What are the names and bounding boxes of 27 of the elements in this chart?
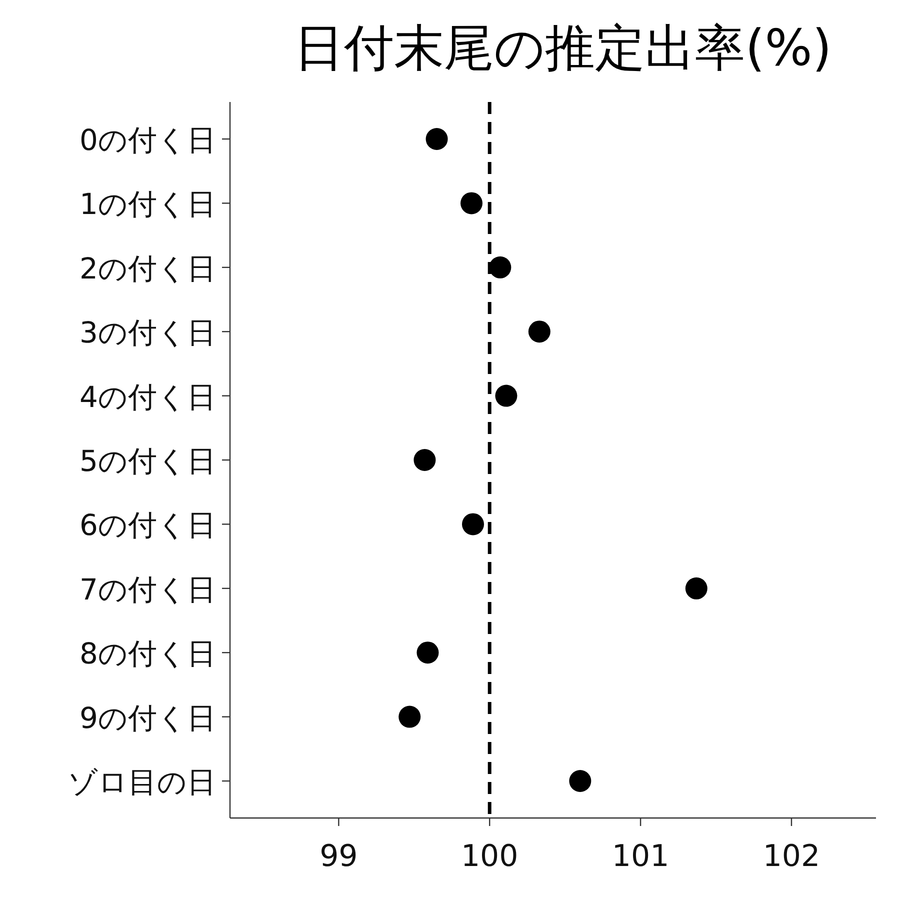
y-tick-label: 3の付く日 — [80, 316, 216, 350]
point — [426, 128, 448, 150]
y-tick-label: 8の付く日 — [80, 636, 216, 671]
point — [416, 642, 439, 664]
point — [685, 577, 708, 600]
y-tick-label: 0の付く日 — [80, 123, 216, 157]
x-tick-label: 102 — [762, 839, 820, 874]
point — [528, 320, 550, 343]
x-tick-label: 100 — [460, 839, 518, 874]
point — [569, 770, 592, 792]
point — [495, 384, 518, 407]
x-tick-label: 99 — [320, 839, 358, 874]
y-tick-label: 5の付く日 — [80, 444, 216, 478]
point — [414, 449, 436, 471]
y-tick-label: 6の付く日 — [80, 508, 216, 542]
y-tick-label: 4の付く日 — [80, 380, 216, 414]
chart-title: 日付末尾の推定出率(%) — [294, 19, 832, 77]
y-tick-label: 7の付く日 — [80, 572, 216, 606]
point — [398, 706, 421, 728]
point — [462, 513, 484, 536]
point — [489, 256, 512, 278]
y-tick-label: ゾロ目の日 — [68, 765, 216, 799]
y-tick-label: 1の付く日 — [80, 187, 216, 222]
x-tick-label: 101 — [612, 839, 670, 874]
y-tick-label: 9の付く日 — [80, 700, 216, 735]
point — [460, 192, 482, 214]
y-tick-label: 2の付く日 — [80, 251, 216, 286]
